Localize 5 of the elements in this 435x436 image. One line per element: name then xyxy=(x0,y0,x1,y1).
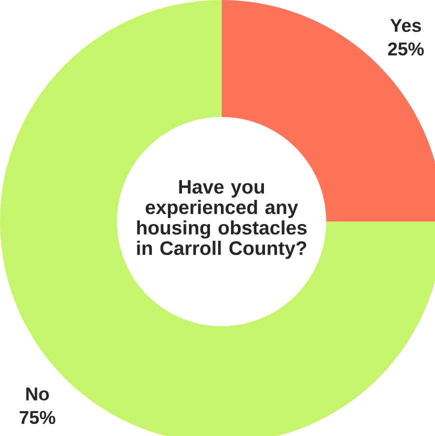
data-label: 75% xyxy=(20,411,56,424)
slice-label: Yes xyxy=(390,19,421,32)
slice-label: No xyxy=(26,388,49,401)
data-label: 25% xyxy=(388,42,424,56)
text: Have you experienced any housing obstacles in Carroll County? xyxy=(137,180,307,259)
